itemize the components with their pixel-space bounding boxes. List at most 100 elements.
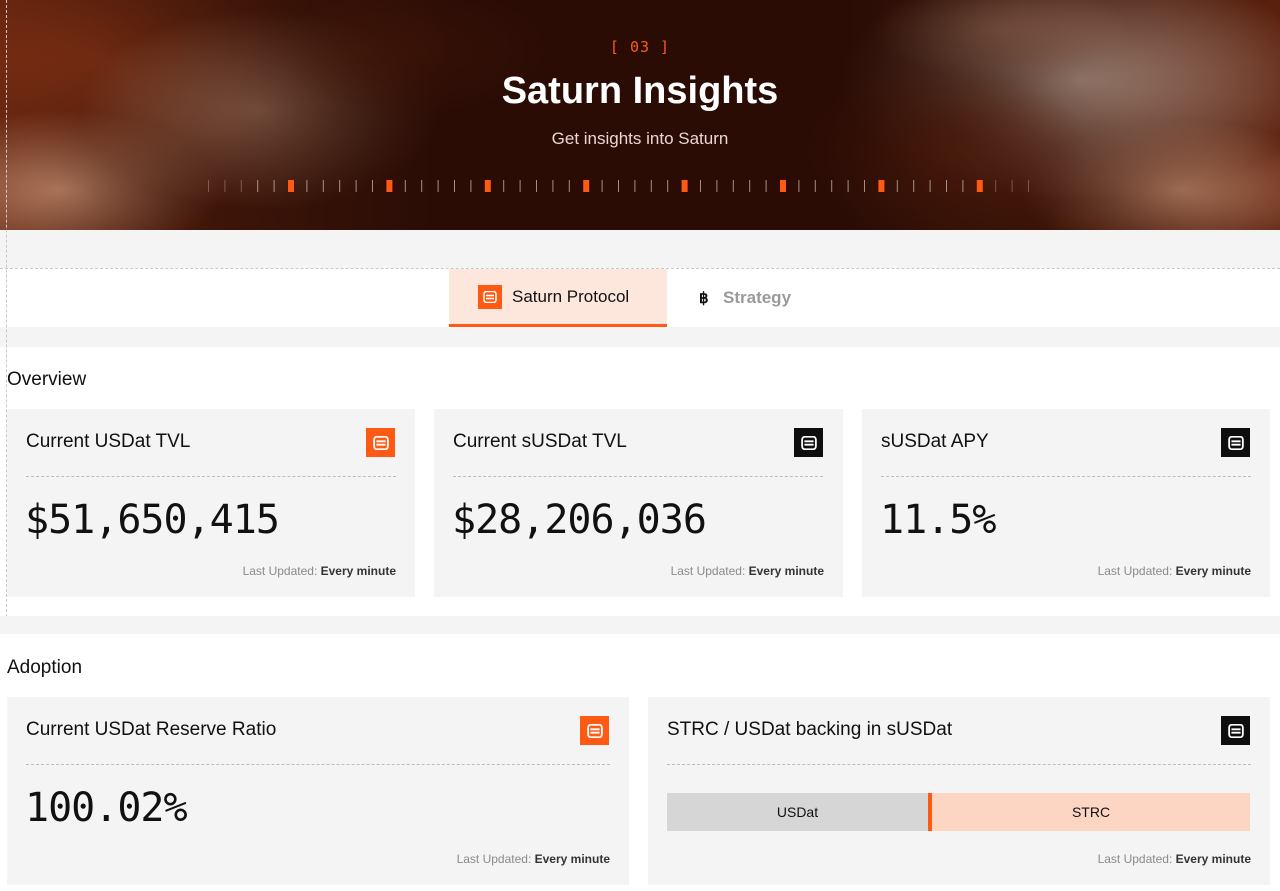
- tick: [437, 180, 439, 192]
- tab-strategy[interactable]: ฿ Strategy: [667, 269, 827, 327]
- card-divider: [881, 476, 1251, 477]
- tick: [208, 180, 209, 192]
- backing-bar: USDat STRC: [667, 793, 1250, 831]
- last-updated-label: Last Updated:: [242, 564, 318, 578]
- reserve-ratio-value: 100.02%: [25, 785, 188, 831]
- tick: [404, 180, 406, 192]
- tick: [618, 180, 619, 192]
- saturn-logo-icon: [794, 428, 823, 457]
- spacer-band: [0, 616, 1280, 634]
- last-updated: Last Updated: Every minute: [1098, 852, 1251, 866]
- tick: [240, 180, 242, 192]
- tick: [634, 180, 636, 192]
- tick: [765, 180, 767, 192]
- last-updated: Last Updated: Every minute: [457, 852, 610, 866]
- tick: [946, 180, 947, 192]
- last-updated-value: Every minute: [534, 852, 610, 866]
- last-updated-label: Last Updated:: [456, 852, 532, 866]
- tick: [601, 180, 603, 192]
- spacer-band: [0, 327, 1280, 347]
- tick: [306, 180, 308, 192]
- segment-label: USDat: [776, 804, 819, 820]
- spacer-band: [0, 230, 1280, 268]
- tick-accent: [878, 180, 885, 192]
- segment-divider: [928, 793, 932, 831]
- tick: [798, 180, 800, 192]
- tab-label: Strategy: [723, 288, 792, 307]
- tab-saturn-protocol[interactable]: Saturn Protocol: [449, 269, 667, 327]
- strc-segment[interactable]: STRC: [932, 793, 1250, 831]
- tick: [864, 180, 865, 192]
- adoption-heading: Adoption: [7, 657, 83, 678]
- tick: [503, 180, 505, 192]
- tick: [650, 180, 652, 192]
- tick-accent: [288, 180, 294, 192]
- last-updated-label: Last Updated:: [1097, 564, 1173, 578]
- tick: [700, 180, 701, 192]
- card-title: Current USDat TVL: [26, 431, 191, 452]
- tick: [470, 180, 472, 192]
- card-divider: [26, 476, 396, 477]
- page-subtitle: Get insights into Saturn: [551, 129, 729, 148]
- last-updated-label: Last Updated:: [1097, 852, 1173, 866]
- susdat-apy-card: sUSDat APY 11.5% Last Updated: Every min…: [862, 409, 1270, 597]
- saturn-logo-icon: [478, 284, 502, 309]
- tick: [273, 180, 275, 192]
- backing-card: STRC / USDat backing in sUSDat USDat STR…: [648, 697, 1270, 885]
- tick: [732, 180, 734, 192]
- tick: [1011, 180, 1013, 192]
- tick: [814, 180, 816, 192]
- last-updated-value: Every minute: [1175, 852, 1251, 866]
- saturn-logo-icon: [1221, 716, 1250, 745]
- tick: [454, 180, 455, 192]
- tick: [667, 180, 669, 192]
- card-divider: [26, 764, 610, 765]
- tick: [322, 180, 324, 192]
- reserve-ratio-card: Current USDat Reserve Ratio 100.02% Last…: [7, 697, 629, 885]
- last-updated-value: Every minute: [320, 564, 396, 578]
- tick: [929, 180, 931, 192]
- overview-heading: Overview: [7, 369, 87, 390]
- last-updated-value: Every minute: [1175, 564, 1251, 578]
- tick: [421, 180, 423, 192]
- section-number: [ 03 ]: [609, 38, 671, 56]
- segment-label: STRC: [1071, 804, 1111, 820]
- card-divider: [667, 764, 1251, 765]
- saturn-logo-icon: [580, 716, 609, 745]
- tick: [995, 180, 997, 192]
- saturn-logo-icon: [1221, 428, 1250, 457]
- tick: [749, 180, 751, 192]
- card-title: sUSDat APY: [881, 431, 989, 452]
- dashed-guide-vertical: [6, 0, 7, 632]
- tick: [831, 180, 833, 192]
- tick: [568, 180, 570, 192]
- usdat-segment[interactable]: USDat: [667, 793, 928, 831]
- last-updated: Last Updated: Every minute: [671, 564, 824, 578]
- tick: [847, 180, 849, 192]
- tick-accent: [780, 180, 786, 192]
- card-title: Current USDat Reserve Ratio: [26, 719, 277, 740]
- tick: [1028, 180, 1029, 192]
- tick: [552, 180, 554, 192]
- tick: [519, 180, 521, 192]
- page-title: Saturn Insights: [501, 70, 779, 112]
- tab-label: Saturn Protocol: [512, 286, 630, 306]
- decorative-ticks: [208, 180, 1029, 192]
- tick: [536, 180, 537, 192]
- tvl-value: $51,650,415: [25, 497, 280, 543]
- card-title: Current sUSDat TVL: [453, 431, 627, 452]
- tick-accent: [583, 180, 590, 192]
- hero-background-image: [0, 0, 1280, 230]
- tick-accent: [681, 180, 688, 192]
- tick: [716, 180, 718, 192]
- tick: [896, 180, 898, 192]
- tick-accent: [386, 180, 393, 192]
- card-title: STRC / USDat backing in sUSDat: [667, 719, 953, 740]
- tick-accent: [976, 180, 983, 192]
- tick: [962, 180, 964, 192]
- last-updated: Last Updated: Every minute: [1098, 564, 1251, 578]
- tick-accent: [484, 180, 491, 192]
- tick: [339, 180, 341, 192]
- card-divider: [453, 476, 823, 477]
- tab-bar: Saturn Protocol ฿ Strategy: [0, 269, 1280, 327]
